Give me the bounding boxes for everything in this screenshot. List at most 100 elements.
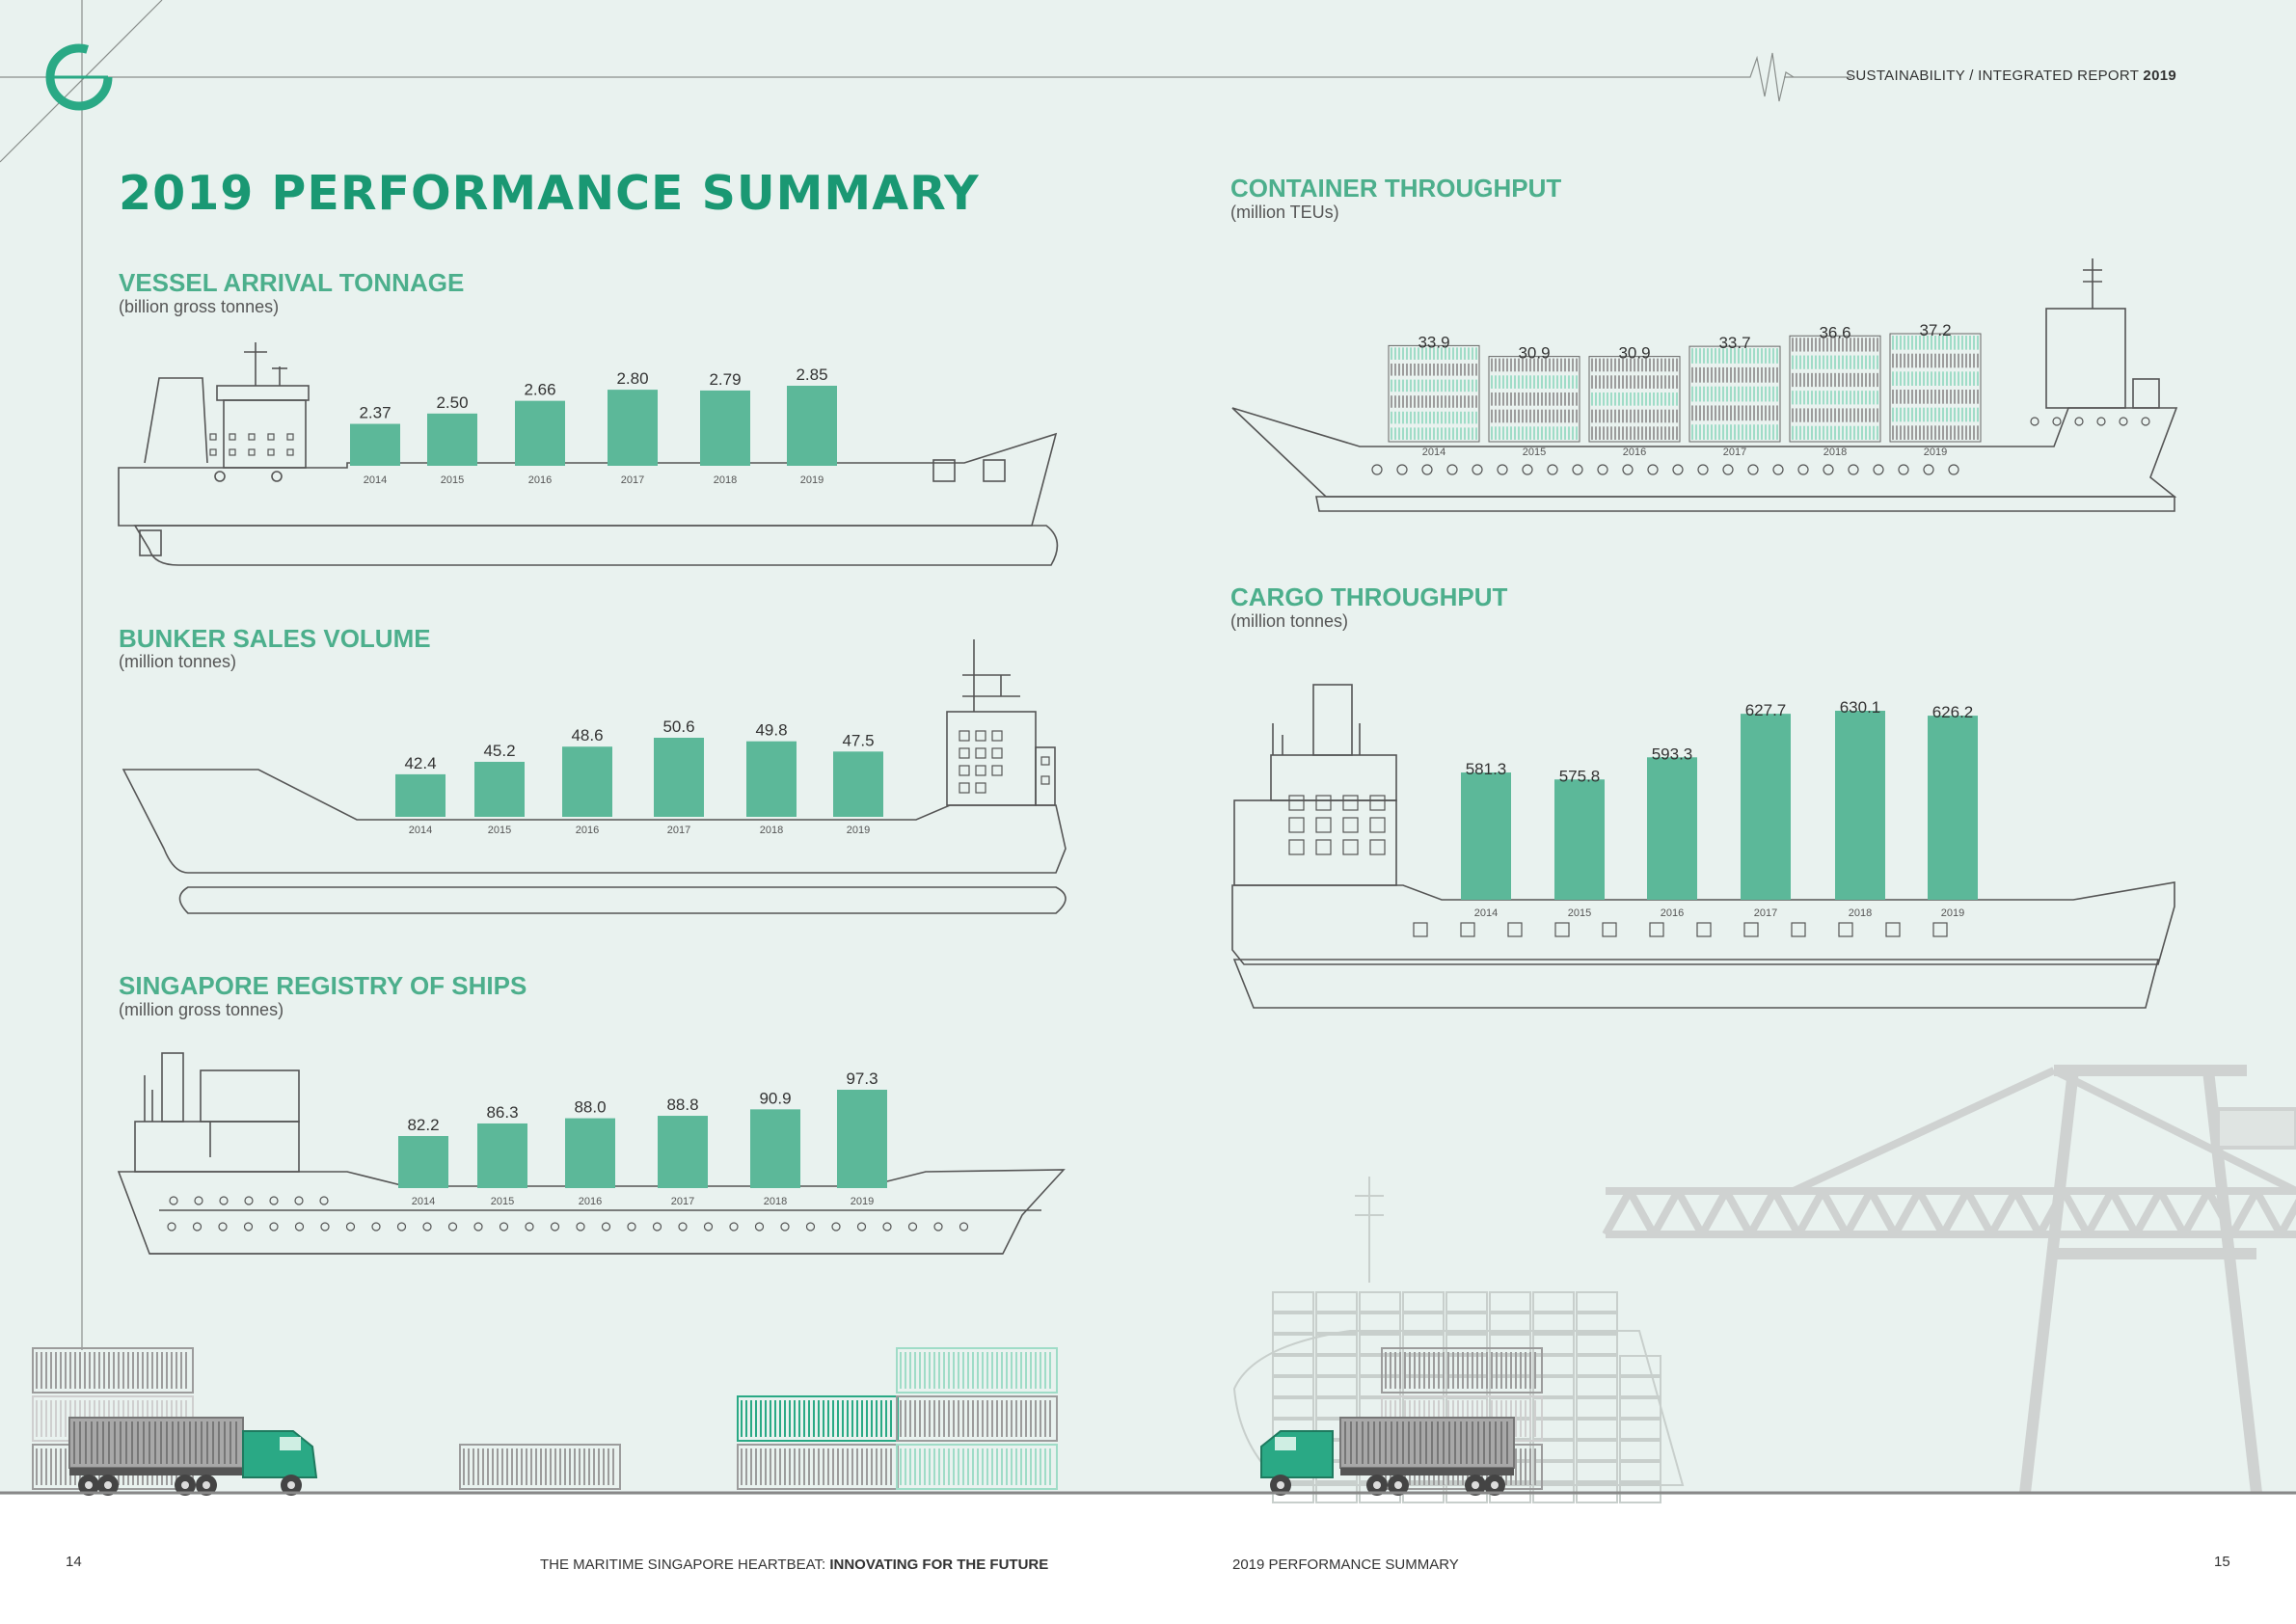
bar-cargo-2019 <box>1928 716 1978 900</box>
crane-boom <box>1602 1067 2296 1238</box>
data-label: 49.8 <box>755 721 787 740</box>
porthole <box>703 1222 714 1232</box>
bar-vessel-2017 <box>608 390 658 466</box>
deck-hatch <box>1791 922 1806 937</box>
tick-label: 2019 <box>1941 907 1964 919</box>
data-label: 2.85 <box>796 365 827 384</box>
section-title-bunker: BUNKER SALES VOLUME <box>119 624 431 653</box>
container-row <box>1792 372 1878 388</box>
tick-label: 2015 <box>488 825 511 836</box>
window <box>1342 795 1359 811</box>
tick-label: 2019 <box>851 1196 874 1207</box>
porthole <box>422 1222 432 1232</box>
bar-bunker-2015 <box>474 761 525 817</box>
data-label: 48.6 <box>571 726 603 744</box>
porthole <box>627 1222 636 1232</box>
porthole <box>244 1196 254 1205</box>
tick-label: 2014 <box>412 1196 435 1207</box>
bar-container-2017 <box>1688 345 1781 443</box>
porthole <box>371 1222 381 1232</box>
porthole <box>1572 464 1583 475</box>
tick-label: 2015 <box>1568 907 1591 919</box>
container-stack-mid <box>896 1395 1058 1442</box>
porthole <box>959 1222 969 1232</box>
tick-label: 2018 <box>1849 907 1872 919</box>
chart-registry: 82.2 2014 86.3 2015 88.0 2016 88.8 2017 90.9 2018… <box>398 1069 887 1207</box>
container-row <box>1591 392 1678 406</box>
container-row <box>1892 407 1979 422</box>
container-row <box>1491 409 1578 423</box>
porthole <box>780 1222 790 1232</box>
tick-label: 2016 <box>528 474 552 486</box>
bar-registry-2017 <box>658 1116 708 1188</box>
container-right-top <box>1381 1347 1543 1394</box>
data-label: 2.80 <box>616 369 648 388</box>
porthole <box>2074 417 2084 426</box>
ship-outline-vessel <box>118 342 1059 566</box>
data-label: 626.2 <box>1932 703 1974 721</box>
tick-label: 2019 <box>847 825 870 836</box>
crane-cabin <box>2216 1107 2296 1150</box>
porthole <box>729 1222 739 1232</box>
bar-registry-2016 <box>565 1118 615 1188</box>
bar-bunker-2016 <box>562 746 612 817</box>
porthole <box>1446 464 1458 475</box>
ship-outline-bunker <box>122 639 1067 914</box>
chart-cargo: 581.3 2014 575.8 2015 593.3 2016 627.7 2017 630.… <box>1461 698 1978 919</box>
bar-container-2018 <box>1789 335 1881 443</box>
bar-vessel-2016 <box>515 400 565 466</box>
container-row <box>1691 405 1778 421</box>
tick-label: 2018 <box>764 1196 787 1207</box>
tick-label: 2018 <box>760 825 783 836</box>
porthole <box>294 1196 304 1205</box>
data-label: 2.37 <box>359 404 391 422</box>
porthole <box>1697 464 1709 475</box>
container-row <box>1792 391 1878 405</box>
porthole <box>2030 417 2039 426</box>
tick-label: 2018 <box>714 474 737 486</box>
deck-hatch <box>1932 922 1948 937</box>
section-unit-vessel: (billion gross tonnes) <box>119 297 280 316</box>
porthole <box>933 1222 943 1232</box>
bar-bunker-2017 <box>654 738 704 817</box>
container-stack-top <box>896 1347 1058 1394</box>
container-row <box>1491 392 1578 406</box>
container-row <box>1391 379 1477 392</box>
container-stack-green <box>737 1395 899 1442</box>
porthole <box>1396 464 1408 475</box>
tick-label: 2017 <box>621 474 644 486</box>
bar-vessel-2015 <box>427 413 477 466</box>
deck-hatch <box>1649 922 1664 937</box>
ship-outline-container <box>1231 258 2178 512</box>
ship-outline-cargo <box>1231 684 2175 1009</box>
data-label: 50.6 <box>662 717 694 736</box>
bar-registry-2014 <box>398 1136 448 1188</box>
bar-bunker-2014 <box>395 773 446 817</box>
bar-container-2015 <box>1488 356 1580 443</box>
bar-container-2014 <box>1388 344 1480 443</box>
window <box>1315 795 1332 811</box>
logo-mark <box>45 43 113 111</box>
window <box>1288 817 1305 833</box>
container-row <box>1491 375 1578 389</box>
porthole <box>269 1222 279 1232</box>
container-row <box>1391 395 1477 408</box>
bar-vessel-2018 <box>700 390 750 466</box>
container-row <box>1391 427 1477 440</box>
tick-label: 2015 <box>441 474 464 486</box>
porthole <box>169 1196 178 1205</box>
bar-cargo-2016 <box>1647 757 1697 900</box>
tick-label: 2015 <box>491 1196 514 1207</box>
data-label: 36.6 <box>1819 323 1850 341</box>
porthole <box>1948 464 1959 475</box>
bar-vessel-2019 <box>787 386 837 466</box>
tick-label: 2014 <box>364 474 387 486</box>
section-unit-registry: (million gross tonnes) <box>119 1000 284 1019</box>
container-row <box>1892 390 1979 404</box>
container-row <box>1591 358 1678 372</box>
section-title-registry: SINGAPORE REGISTRY OF SHIPS <box>119 971 527 1000</box>
tick-label: 2017 <box>1723 447 1746 458</box>
porthole <box>1421 464 1433 475</box>
data-label: 37.2 <box>1919 321 1951 339</box>
porthole <box>319 1196 329 1205</box>
